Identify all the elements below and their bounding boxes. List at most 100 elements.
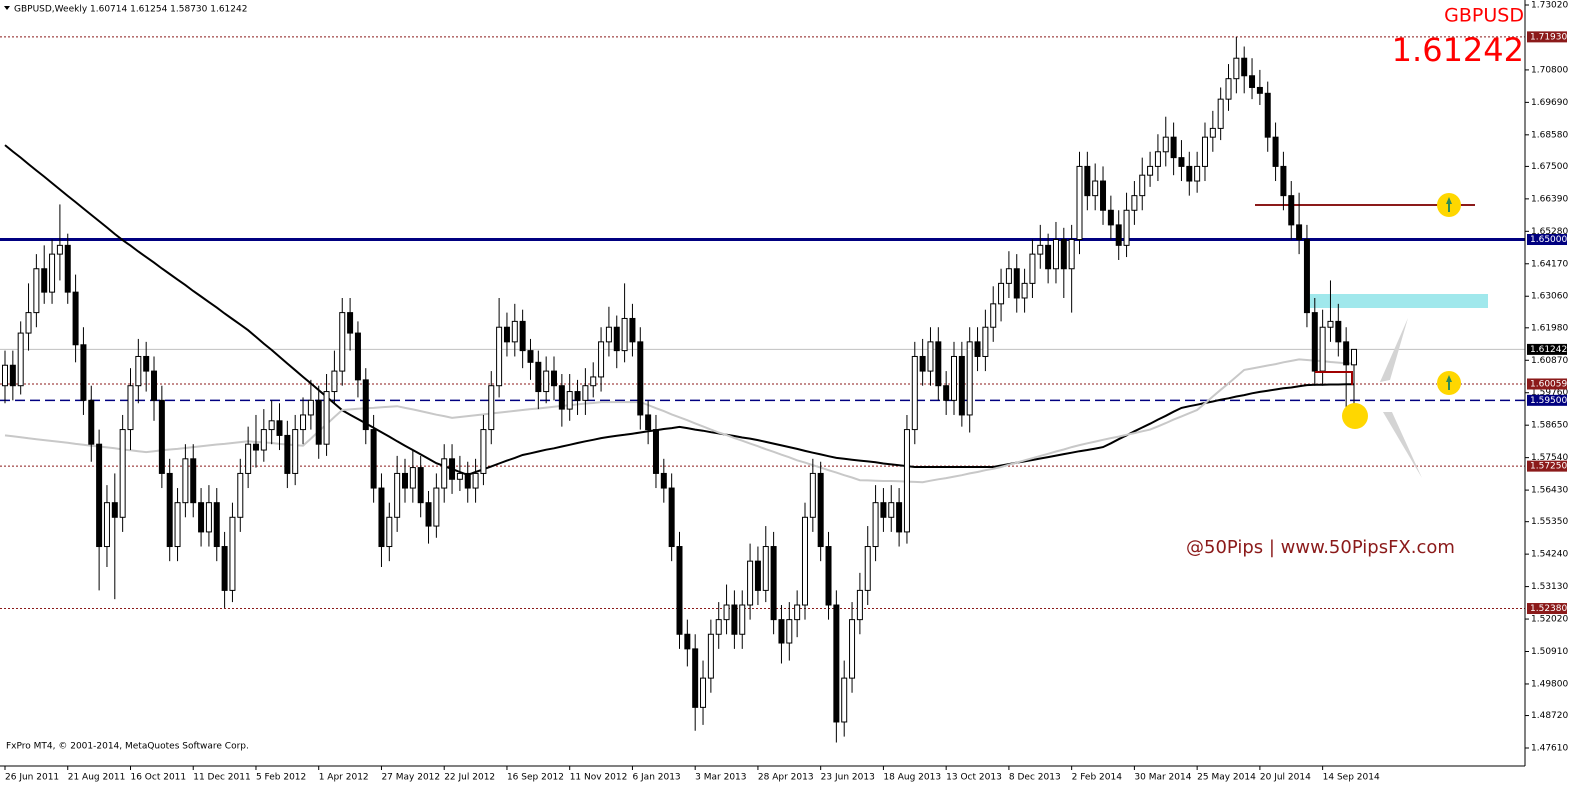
level-tag xyxy=(1527,343,1567,355)
candle-body xyxy=(1319,326,1326,372)
candle-body xyxy=(1123,209,1130,246)
candle-body xyxy=(582,385,589,401)
candle-body xyxy=(1021,282,1028,299)
y-tick-label: 1.59760 xyxy=(1531,388,1568,398)
level-label: 1.60059 xyxy=(1530,379,1567,389)
candle-body xyxy=(449,458,456,480)
candle-body xyxy=(229,516,236,591)
candle-body xyxy=(1194,165,1201,182)
x-tick-label: 16 Sep 2012 xyxy=(507,773,564,783)
candle-body xyxy=(762,546,769,591)
level-label: 1.65000 xyxy=(1530,235,1567,245)
candle-body xyxy=(1288,195,1295,226)
candle-body xyxy=(998,282,1005,305)
candle-body xyxy=(245,443,252,474)
candle-body xyxy=(1115,224,1122,246)
candle-body xyxy=(260,429,267,451)
candle-body xyxy=(652,429,659,474)
y-tick-label: 1.61980 xyxy=(1531,323,1568,333)
candle-body xyxy=(990,303,997,328)
header: GBPUSD,Weekly 1.60714 1.61254 1.58730 1.… xyxy=(14,5,247,15)
candle-body xyxy=(1162,136,1169,153)
candle-body xyxy=(1076,165,1083,241)
candle-body xyxy=(378,487,385,548)
candle-body xyxy=(660,472,667,489)
candle-body xyxy=(1045,244,1052,270)
candle-body xyxy=(354,332,361,381)
candle-body xyxy=(676,546,683,635)
candle-body xyxy=(927,341,934,372)
candle-body xyxy=(386,516,393,548)
candle-body xyxy=(951,355,958,401)
y-tick-label: 1.70800 xyxy=(1531,65,1568,75)
y-tick-label: 1.57540 xyxy=(1531,453,1568,463)
candle-body xyxy=(778,619,785,644)
candle-body xyxy=(409,467,416,489)
candle-body xyxy=(809,472,816,518)
candle-body xyxy=(158,399,165,474)
level-label: 1.52380 xyxy=(1530,604,1567,614)
level-label: 1.61242 xyxy=(1530,345,1567,355)
candle-body xyxy=(119,429,126,518)
y-tick-label: 1.66390 xyxy=(1531,194,1568,204)
candle-body xyxy=(362,379,369,431)
arrow-icon xyxy=(1437,371,1461,395)
candle-body xyxy=(315,399,322,445)
level-label: 1.57250 xyxy=(1530,462,1567,472)
candle-body xyxy=(1005,268,1012,284)
candle-body xyxy=(1178,157,1185,167)
candle-body xyxy=(888,502,895,518)
y-tick-label: 1.53130 xyxy=(1531,582,1568,592)
y-tick-label: 1.68580 xyxy=(1531,130,1568,140)
candle-body xyxy=(441,458,448,489)
candle-body xyxy=(1107,209,1114,226)
candle-body xyxy=(629,317,636,343)
x-tick-label: 8 Dec 2013 xyxy=(1009,773,1061,783)
candle-body xyxy=(707,633,714,679)
candle-body xyxy=(143,355,150,372)
candle-body xyxy=(496,326,503,387)
candle-body xyxy=(974,341,981,357)
y-tick-label: 1.58650 xyxy=(1531,421,1568,431)
candle-body xyxy=(64,244,71,293)
y-tick-label: 1.47610 xyxy=(1531,744,1568,754)
candle-body xyxy=(511,320,518,343)
candle-body xyxy=(786,619,793,644)
candle-body xyxy=(1233,57,1240,80)
candle-body xyxy=(331,370,338,393)
candle-body xyxy=(103,502,110,548)
candle-body xyxy=(464,472,471,489)
candle-body xyxy=(237,472,244,518)
x-tick-label: 6 Jan 2013 xyxy=(632,773,680,783)
candle-body xyxy=(919,355,926,372)
candle-body xyxy=(911,355,918,431)
candle-body xyxy=(668,487,675,548)
candle-body xyxy=(527,350,534,363)
zone-box xyxy=(1308,294,1488,308)
candle-body xyxy=(347,312,354,334)
level-tag xyxy=(1527,378,1567,390)
candle-body xyxy=(401,472,408,489)
candle-body xyxy=(49,253,56,293)
candle-body xyxy=(151,370,158,401)
candle-body xyxy=(166,472,173,548)
y-tick-label: 1.64170 xyxy=(1531,259,1568,269)
candle-body xyxy=(1170,136,1177,159)
candle-body xyxy=(284,434,291,474)
candle-body xyxy=(943,385,950,401)
candle-body xyxy=(190,458,197,504)
candle-body xyxy=(1092,180,1099,197)
candle-body xyxy=(198,502,205,533)
candle-body xyxy=(794,604,801,621)
candle-body xyxy=(1272,136,1279,167)
candle-body xyxy=(1139,174,1146,197)
candle-body xyxy=(480,429,487,474)
y-tick-label: 1.49800 xyxy=(1531,679,1568,689)
candle-body xyxy=(1060,239,1067,270)
candle-body xyxy=(864,546,871,591)
y-tick-label: 1.65280 xyxy=(1531,227,1568,237)
x-tick-label: 26 Jun 2011 xyxy=(5,773,59,783)
candle-body xyxy=(425,502,432,527)
candle-body xyxy=(1186,165,1193,182)
